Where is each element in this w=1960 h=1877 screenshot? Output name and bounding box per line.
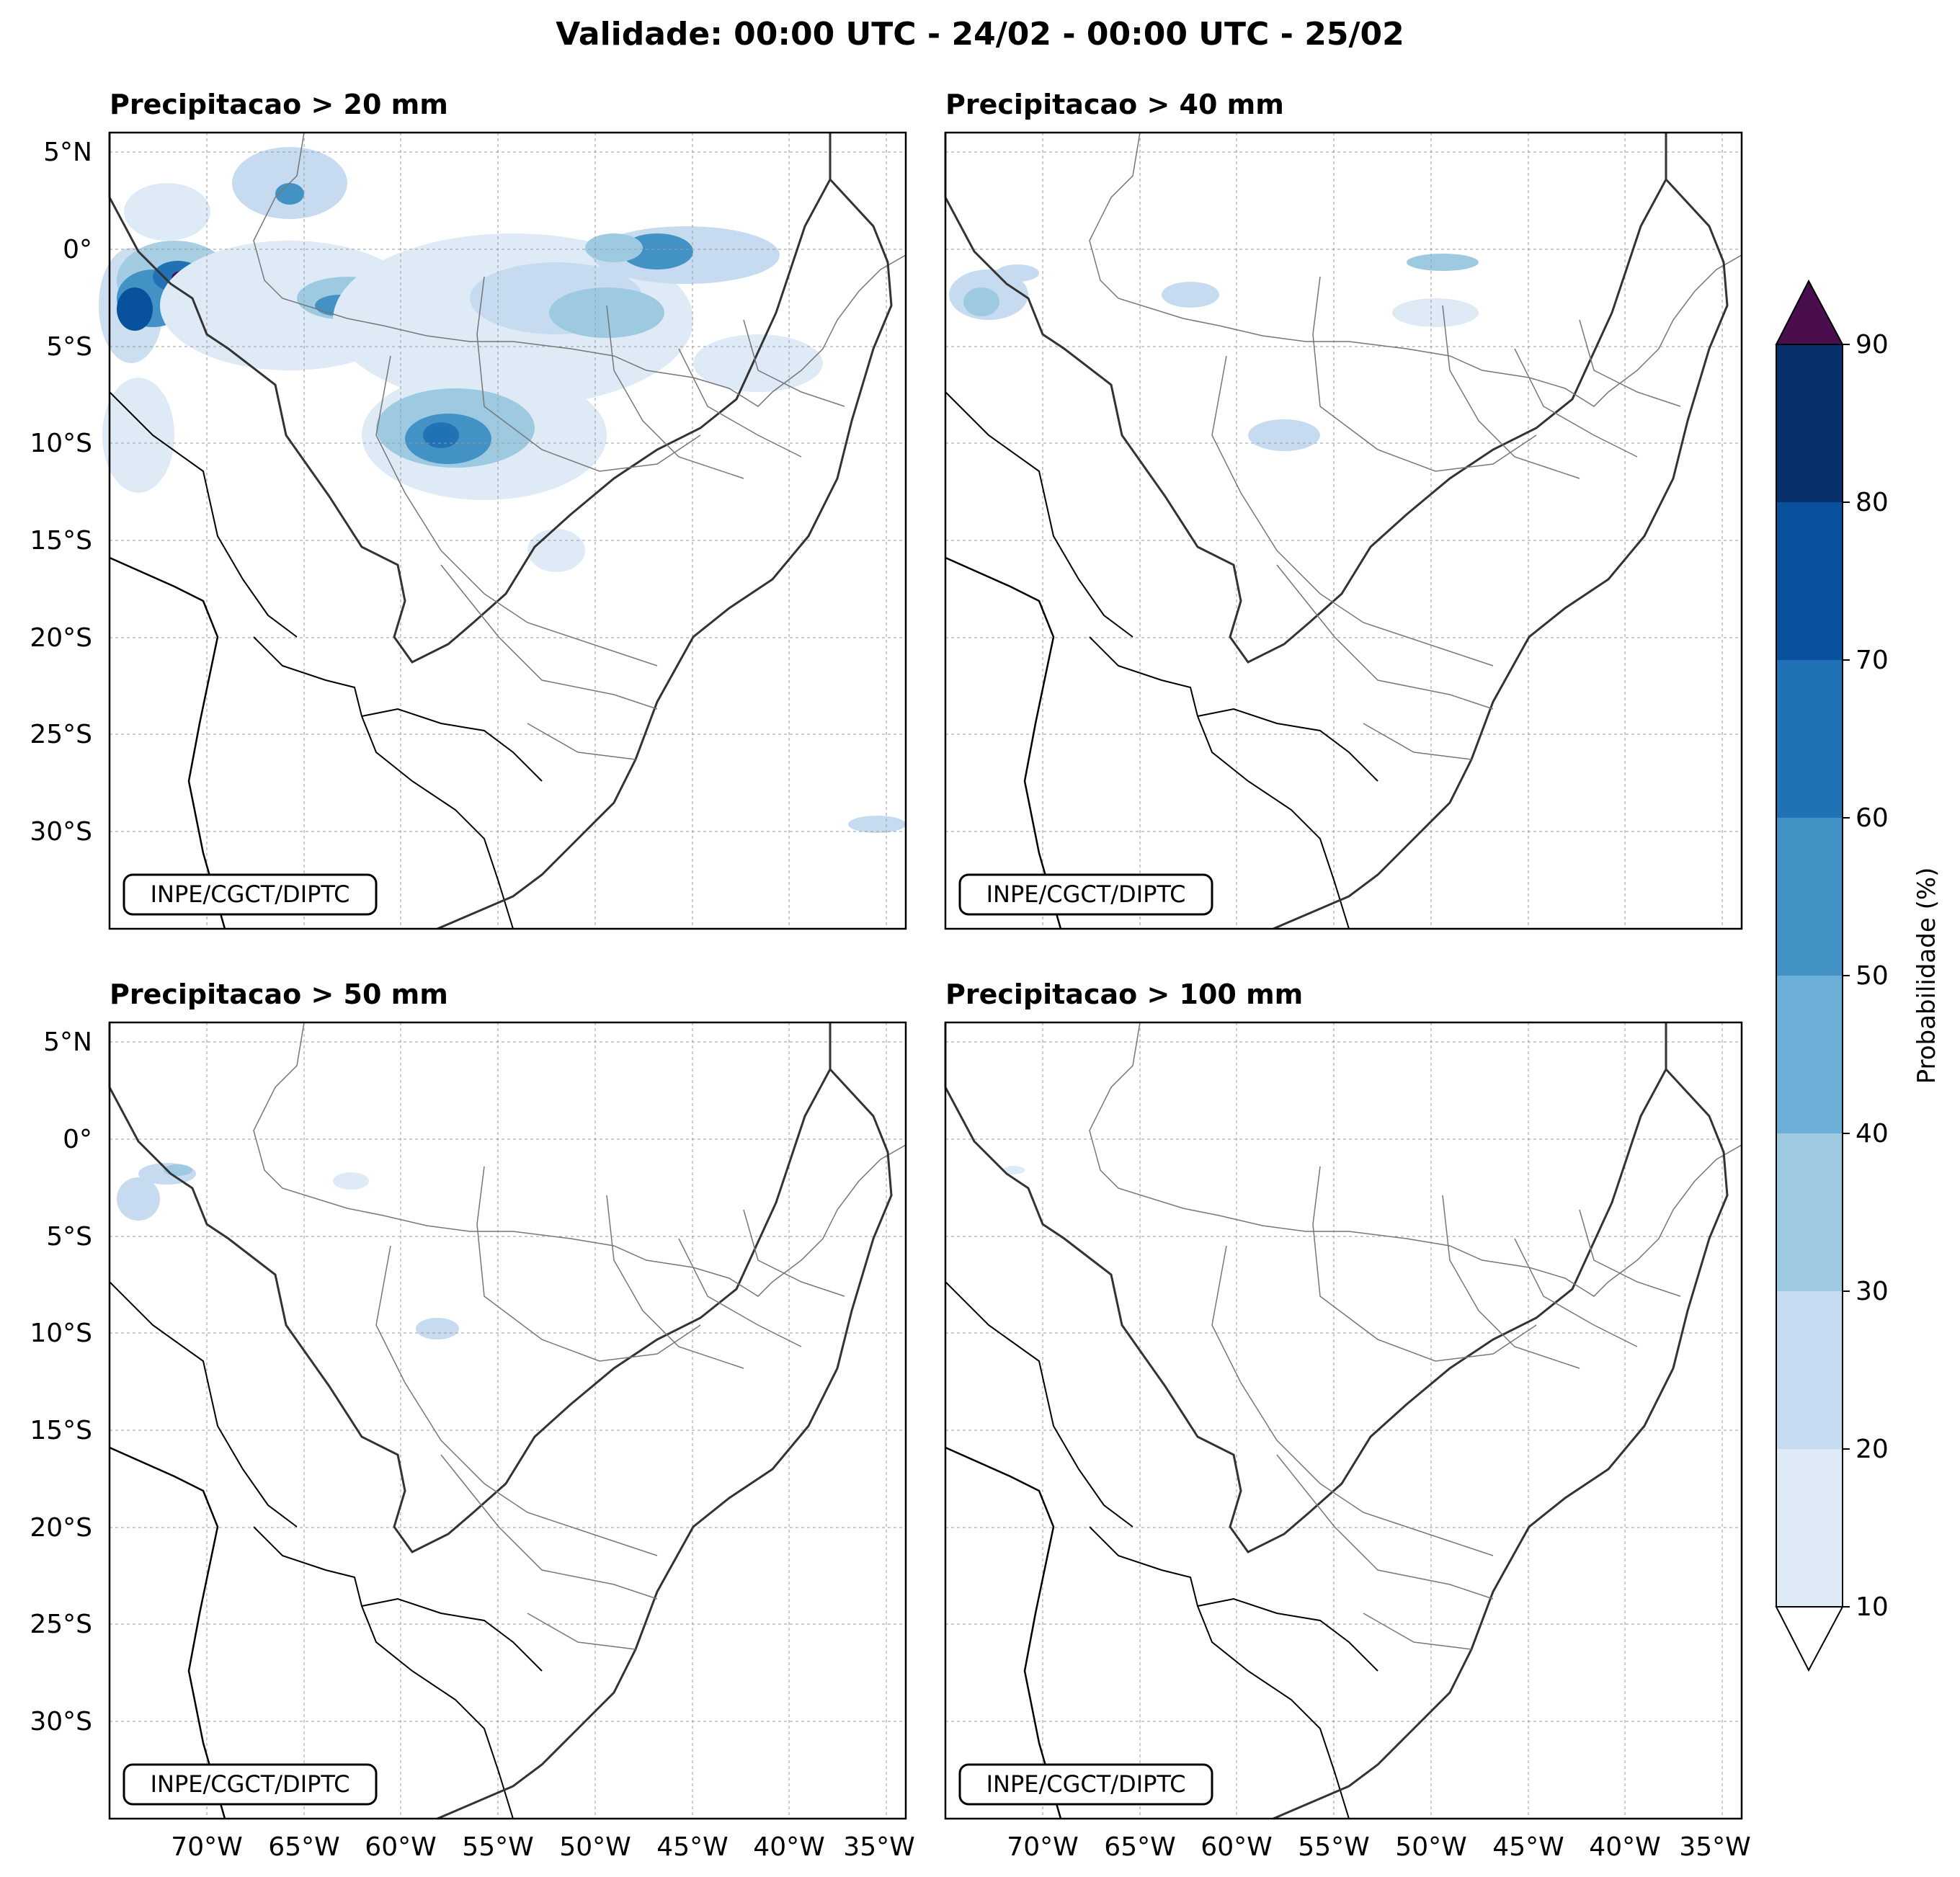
credit-label: INPE/CGCT/DIPTC [151,1770,350,1798]
panel-title: Precipitacao > 20 mm [110,89,448,120]
lat-tick: 25°S [30,720,92,749]
probability-field [117,1163,459,1339]
lon-tick: 40°W [1589,1832,1660,1862]
colorbar-label: Probabilidade (%) [1912,868,1941,1084]
lat-tick: 0° [63,1125,92,1154]
panel-title: Precipitacao > 40 mm [945,89,1284,120]
credit-label: INPE/CGCT/DIPTC [986,880,1186,908]
lat-tick: 10°S [30,429,92,458]
panel-title: Precipitacao > 50 mm [110,978,448,1010]
lon-tick: 60°W [365,1832,436,1862]
lat-tick: 10°S [30,1319,92,1348]
lon-tick: 70°W [1007,1832,1078,1862]
colorbar-tick-label: 10 [1856,1592,1889,1622]
colorbar-segment [1776,660,1843,818]
colorbar-tick-label: 90 [1856,330,1889,360]
lon-tick: 35°W [1679,1832,1750,1862]
lon-axis-labels: 70°W 65°W 60°W 55°W 50°W 45°W 40°W 35°W [1007,1832,1750,1862]
lon-tick: 50°W [559,1832,631,1862]
probability-field [1003,1166,1025,1174]
lat-tick: 5°S [46,1222,92,1252]
lon-tick: 50°W [1395,1832,1466,1862]
colorbar-tick-label: 30 [1856,1277,1889,1306]
colorbar-segment [1776,1133,1843,1291]
lat-tick: 25°S [30,1610,92,1639]
colorbar-tick-label: 60 [1856,803,1889,833]
lon-tick: 65°W [1104,1832,1175,1862]
lat-tick: 20°S [30,623,92,653]
lat-axis-labels: 5°N 0° 5°S 10°S 15°S 20°S 25°S 30°S [30,1027,92,1736]
panel-20mm: Precipitacao > 20 mm [30,89,907,930]
probability-field [949,254,1479,451]
lat-tick: 5°N [43,138,92,167]
colorbar-segment [1776,1449,1843,1607]
colorbar-under-triangle [1775,1606,1844,1672]
lat-tick: 0° [63,235,92,264]
lon-tick: 55°W [1298,1832,1369,1862]
panel-40mm: Precipitacao > 40 mm INPE/CGCT/DIPTC [944,89,1743,930]
lat-tick: 15°S [30,526,92,556]
colorbar-tick-label: 80 [1856,488,1889,517]
credit-box: INPE/CGCT/DIPTC [122,1763,378,1806]
credit-box: INPE/CGCT/DIPTC [958,1763,1213,1806]
credit-box: INPE/CGCT/DIPTC [122,873,378,916]
lon-tick: 65°W [268,1832,339,1862]
probability-field [99,147,906,833]
lon-tick: 45°W [1492,1832,1564,1862]
colorbar: 10 20 30 40 50 60 70 80 90 Probabilidade (%) [1775,279,1941,1672]
lon-tick: 70°W [171,1832,242,1862]
colorbar-segment [1776,502,1843,660]
lat-tick: 15°S [30,1416,92,1445]
lat-tick: 30°S [30,1707,92,1736]
lon-tick: 55°W [462,1832,533,1862]
lat-axis-labels: 5°N 0° 5°S 10°S 15°S 20°S 25°S 30°S [30,138,92,847]
credit-label: INPE/CGCT/DIPTC [151,880,350,908]
panel-title: Precipitacao > 100 mm [945,978,1303,1010]
colorbar-segment [1776,1291,1843,1449]
colorbar-segment [1776,818,1843,976]
panel-50mm: Precipitacao > 50 mm INPE/CGCT/DIPTC 5°N [30,978,914,1862]
colorbar-tick-label: 50 [1856,961,1889,991]
colorbar-segment [1776,344,1843,502]
colorbar-tick-label: 40 [1856,1119,1889,1149]
colorbar-tick-label: 70 [1856,646,1889,675]
lat-tick: 5°N [43,1027,92,1057]
lat-tick: 5°S [46,332,92,362]
lon-tick: 45°W [656,1832,728,1862]
figure-title: Validade: 00:00 UTC - 24/02 - 00:00 UTC … [556,16,1404,53]
colorbar-segment [1776,976,1843,1133]
panel-100mm: Precipitacao > 100 mm INPE/CGCT/DIPTC 70… [944,978,1751,1862]
lat-tick: 20°S [30,1513,92,1543]
credit-box: INPE/CGCT/DIPTC [958,873,1213,916]
credit-label: INPE/CGCT/DIPTC [986,1770,1186,1798]
lon-tick: 60°W [1200,1832,1272,1862]
lon-axis-labels: 70°W 65°W 60°W 55°W 50°W 45°W 40°W 35°W [171,1832,914,1862]
colorbar-tick-label: 20 [1856,1435,1889,1464]
colorbar-over-triangle [1775,279,1844,345]
lat-tick: 30°S [30,817,92,847]
lon-tick: 35°W [843,1832,914,1862]
lon-tick: 40°W [753,1832,824,1862]
